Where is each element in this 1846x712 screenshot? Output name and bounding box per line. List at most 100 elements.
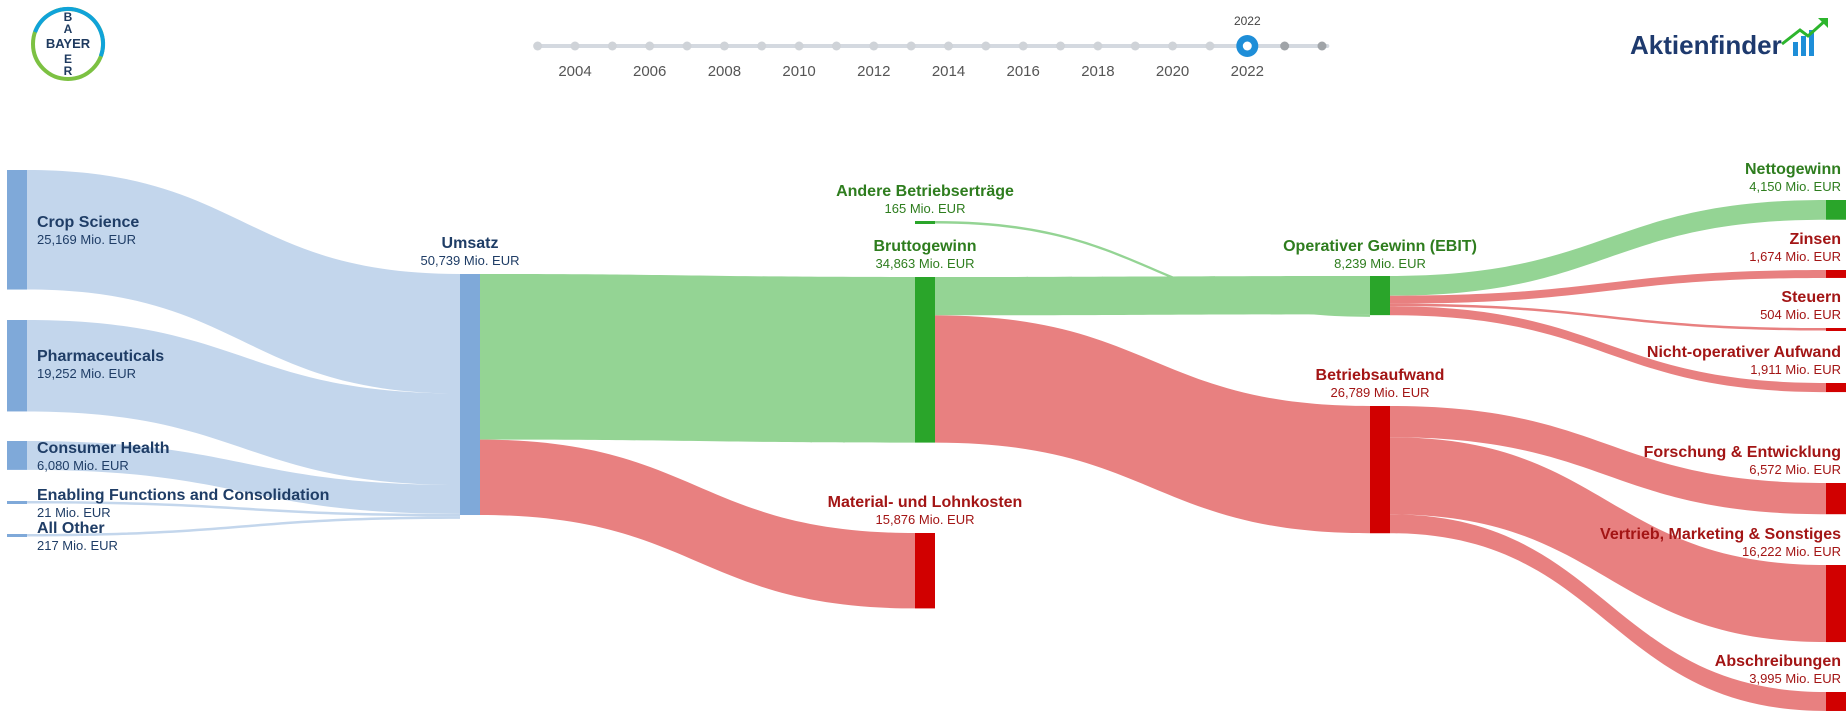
- sankey-label-name-ebit: Operativer Gewinn (EBIT): [1283, 238, 1477, 255]
- sankey-node-netto[interactable]: [1826, 200, 1846, 220]
- year-timeline[interactable]: 2004 2006 2008 2010 2012 2014 2016 2018 2020 2022…: [533, 14, 1330, 80]
- sankey-label-name-brutto: Bruttogewinn: [873, 238, 976, 255]
- sankey-node-nonop[interactable]: [1826, 383, 1846, 393]
- timeline-tick-label[interactable]: 2010: [782, 63, 815, 80]
- sankey-link-ebit-netto[interactable]: [1390, 200, 1826, 296]
- sankey-label-value-crop: 25,169 Mio. EUR: [37, 232, 136, 247]
- timeline-dot[interactable]: [645, 41, 655, 51]
- sankey-node-consumer[interactable]: [7, 441, 27, 470]
- sankey-node-zinsen[interactable]: [1826, 270, 1846, 278]
- sankey-node-umsatz[interactable]: [460, 274, 480, 516]
- timeline-dot[interactable]: [1130, 41, 1140, 51]
- sankey-label-name-netto: Nettogewinn: [1745, 161, 1841, 178]
- svg-text:R: R: [64, 64, 73, 78]
- sankey-label-name-umsatz: Umsatz: [442, 235, 499, 252]
- sankey-link-pharma-umsatz[interactable]: [27, 320, 460, 485]
- sankey-label-value-ebit: 8,239 Mio. EUR: [1334, 256, 1426, 271]
- sankey-node-material[interactable]: [915, 533, 935, 609]
- sankey-link-umsatz-material[interactable]: [480, 439, 915, 609]
- sankey-node-betrieb[interactable]: [1370, 406, 1390, 534]
- sankey-label-name-material: Material- und Lohnkosten: [828, 494, 1023, 511]
- sankey-node-steuern[interactable]: [1826, 328, 1846, 331]
- timeline-selected-year: 2022: [1234, 14, 1261, 28]
- timeline-dot[interactable]: [1056, 41, 1066, 51]
- sankey-node-andere[interactable]: [915, 221, 935, 224]
- timeline-dot[interactable]: [607, 41, 617, 51]
- sankey-link-allother-umsatz[interactable]: [27, 516, 460, 537]
- timeline-tick-label[interactable]: 2008: [708, 63, 741, 80]
- sankey-label-value-umsatz: 50,739 Mio. EUR: [421, 253, 520, 268]
- sankey-label-name-zinsen: Zinsen: [1789, 231, 1841, 248]
- sankey-label-name-crop: Crop Science: [37, 214, 139, 231]
- sankey-label-name-andere: Andere Betriebserträge: [836, 183, 1014, 200]
- sankey-label-value-pharma: 19,252 Mio. EUR: [37, 366, 136, 381]
- timeline-dot[interactable]: [1018, 41, 1028, 51]
- timeline-dot[interactable]: [1280, 41, 1290, 51]
- sankey-label-name-vms: Vertrieb, Marketing & Sonstiges: [1600, 526, 1841, 543]
- sankey-node-fue[interactable]: [1826, 483, 1846, 515]
- svg-text:E: E: [64, 52, 72, 66]
- timeline-dot[interactable]: [1168, 41, 1178, 51]
- timeline-dot[interactable]: [757, 41, 767, 51]
- timeline-dot[interactable]: [570, 41, 580, 51]
- sankey-node-pharma[interactable]: [7, 320, 27, 412]
- sankey-label-name-betrieb: Betriebsaufwand: [1316, 367, 1445, 384]
- timeline-dot[interactable]: [981, 41, 991, 51]
- timeline-tick-label[interactable]: 2016: [1007, 63, 1040, 80]
- svg-text:A: A: [64, 22, 73, 36]
- sankey-link-umsatz-brutto[interactable]: [480, 274, 915, 443]
- sankey-link-betrieb-vms[interactable]: [1390, 437, 1826, 643]
- sankey-label-value-andere: 165 Mio. EUR: [885, 201, 966, 216]
- sankey-node-enabling[interactable]: [7, 501, 27, 504]
- timeline-dot[interactable]: [906, 41, 916, 51]
- sankey-node-brutto[interactable]: [915, 277, 935, 443]
- sankey-label-name-steuern: Steuern: [1781, 289, 1841, 306]
- timeline-tick-label[interactable]: 2014: [932, 63, 965, 80]
- timeline-dot[interactable]: [719, 41, 729, 51]
- sankey-link-brutto-ebit[interactable]: [935, 276, 1370, 316]
- sankey-label-value-consumer: 6,080 Mio. EUR: [37, 458, 129, 473]
- timeline-dot[interactable]: [869, 41, 879, 51]
- sankey-label-name-allother: All Other: [37, 520, 105, 537]
- timeline-dot[interactable]: [1093, 41, 1103, 51]
- sankey-link-brutto-betrieb[interactable]: [935, 315, 1370, 534]
- timeline-tick-label[interactable]: 2004: [558, 63, 591, 80]
- timeline-tick-label[interactable]: 2012: [857, 63, 890, 80]
- sankey-node-abschr[interactable]: [1826, 692, 1846, 711]
- timeline-tick-label[interactable]: 2018: [1081, 63, 1114, 80]
- timeline-dot[interactable]: [944, 41, 953, 51]
- sankey-label-value-betrieb: 26,789 Mio. EUR: [1331, 385, 1430, 400]
- aktienfinder-logo: Aktienfinder: [1630, 18, 1828, 60]
- sankey-link-consumer-umsatz[interactable]: [27, 441, 460, 514]
- timeline-tick-label[interactable]: 2022: [1231, 63, 1264, 80]
- sankey-label-value-allother: 217 Mio. EUR: [37, 538, 118, 553]
- sankey-link-enabling-umsatz[interactable]: [27, 501, 460, 517]
- sankey-label-value-abschr: 3,995 Mio. EUR: [1749, 671, 1841, 686]
- sankey-link-ebit-nonop[interactable]: [1390, 306, 1826, 393]
- sankey-label-value-enabling: 21 Mio. EUR: [37, 505, 111, 520]
- sankey-node-allother[interactable]: [7, 534, 27, 537]
- sankey-node-crop[interactable]: [7, 170, 27, 290]
- timeline-dot[interactable]: [682, 41, 692, 51]
- sankey-link-ebit-zinsen[interactable]: [1390, 270, 1826, 304]
- timeline-dot[interactable]: [794, 41, 804, 51]
- timeline-tick-label[interactable]: 2006: [633, 63, 666, 80]
- timeline-dot[interactable]: [1205, 41, 1215, 51]
- timeline-dot[interactable]: [831, 41, 841, 51]
- timeline-tick-label[interactable]: 2020: [1156, 63, 1189, 80]
- sankey-link-crop-umsatz[interactable]: [27, 170, 460, 394]
- sankey-link-ebit-steuern[interactable]: [1390, 303, 1826, 331]
- sankey-link-betrieb-fue[interactable]: [1390, 406, 1826, 515]
- sankey-node-ebit[interactable]: [1370, 276, 1390, 316]
- sankey-node-vms[interactable]: [1826, 565, 1846, 643]
- sankey-label-name-enabling: Enabling Functions and Consolidation: [37, 487, 329, 504]
- sankey-link-andere-ebit[interactable]: [935, 221, 1370, 317]
- sankey-label-value-brutto: 34,863 Mio. EUR: [876, 256, 975, 271]
- timeline-dot[interactable]: [1317, 41, 1327, 51]
- timeline-dot[interactable]: [533, 41, 543, 51]
- sankey-label-value-fue: 6,572 Mio. EUR: [1749, 462, 1841, 477]
- sankey-link-betrieb-abschr[interactable]: [1390, 514, 1826, 711]
- sankey-nodes: [7, 170, 1846, 711]
- sankey-label-name-fue: Forschung & Entwicklung: [1644, 444, 1841, 461]
